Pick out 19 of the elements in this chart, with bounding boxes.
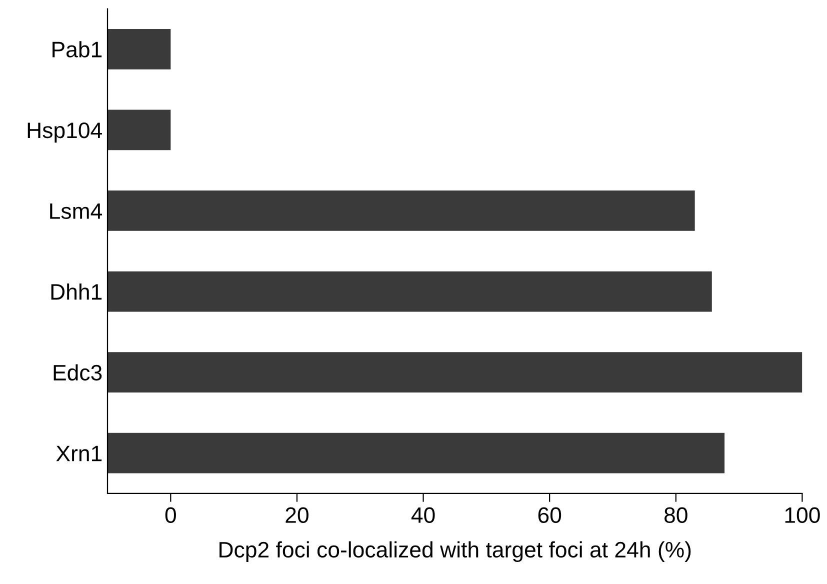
y-tick-label: Dhh1 <box>51 283 102 300</box>
x-tick-label: 40 <box>411 507 435 523</box>
y-tick-label: Edc3 <box>54 364 102 381</box>
y-tick-label: Hsp104 <box>28 122 102 143</box>
bar <box>108 271 712 312</box>
x-tick-label: 0 <box>165 507 176 523</box>
bar <box>108 190 695 231</box>
bar <box>108 28 171 70</box>
x-tick-label: 60 <box>538 507 562 523</box>
y-tick-label: Lsm4 <box>50 203 102 219</box>
bar <box>108 352 802 392</box>
y-tick-label: Pab1 <box>52 41 102 58</box>
x-tick-label: 80 <box>664 507 688 523</box>
y-tick-label: Xrn1 <box>56 446 102 462</box>
bar <box>108 110 171 150</box>
x-tick-label: 20 <box>286 507 308 523</box>
x-tick-label: 100 <box>785 507 820 523</box>
bar <box>108 432 725 474</box>
x-axis-title: Dcp2 foci co-localized with target foci at 24h (%) <box>220 541 691 562</box>
